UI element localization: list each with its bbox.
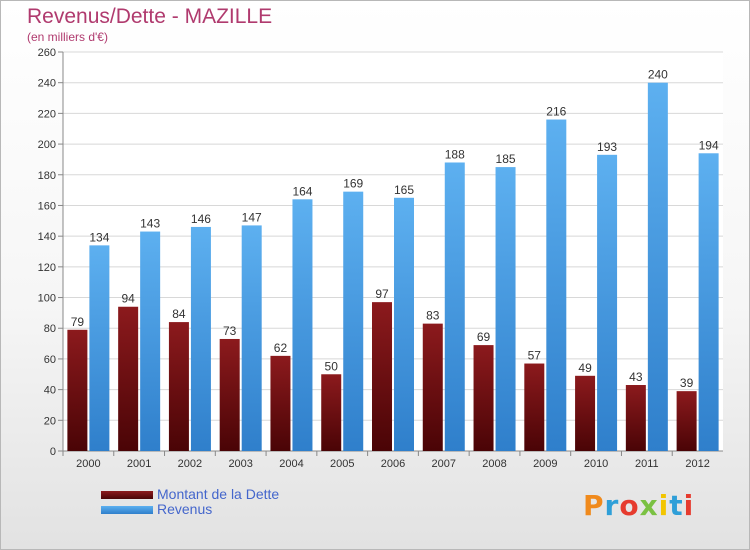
- data-label-dette: 94: [121, 292, 135, 306]
- bar-revenus: [190, 226, 211, 451]
- bar-dette: [219, 338, 240, 451]
- y-tick-label: 40: [44, 385, 56, 397]
- logo-letter: x: [639, 489, 659, 522]
- bar-revenus: [597, 154, 618, 452]
- bar-dette: [270, 355, 291, 451]
- legend-label-revenus: Revenus: [157, 501, 213, 517]
- data-label-revenus: 185: [496, 152, 516, 166]
- bar-dette: [524, 363, 545, 451]
- data-label-dette: 73: [223, 324, 237, 338]
- logo-letter: t: [669, 489, 684, 522]
- data-label-dette: 39: [680, 376, 694, 390]
- x-tick-label: 2004: [279, 458, 303, 470]
- bar-revenus: [394, 197, 414, 451]
- y-tick-label: 240: [38, 78, 56, 90]
- logo-letter: i: [683, 489, 695, 522]
- bar-dette: [473, 345, 494, 451]
- x-tick-label: 2007: [432, 458, 456, 470]
- data-label-dette: 49: [578, 361, 592, 375]
- data-label-revenus: 194: [699, 138, 719, 152]
- data-label-revenus: 147: [242, 210, 262, 224]
- data-label-dette: 43: [629, 370, 643, 384]
- bar-revenus: [495, 167, 516, 451]
- bar-revenus: [140, 231, 161, 451]
- data-label-revenus: 134: [89, 230, 109, 244]
- legend-swatch-revenus: [101, 506, 153, 514]
- data-label-revenus: 165: [394, 183, 414, 197]
- bar-revenus: [241, 225, 262, 451]
- x-tick-label: 2010: [584, 458, 608, 470]
- logo-letter: P: [583, 489, 605, 522]
- bar-dette: [422, 323, 443, 451]
- bar-dette: [168, 322, 189, 451]
- bar-revenus: [546, 119, 567, 452]
- data-label-dette: 50: [325, 359, 339, 373]
- y-tick-label: 120: [38, 262, 56, 274]
- y-tick-label: 220: [38, 108, 56, 120]
- bar-dette: [625, 385, 646, 451]
- data-label-revenus: 188: [445, 147, 465, 161]
- x-tick-label: 2003: [228, 458, 252, 470]
- x-tick-label: 2005: [330, 458, 354, 470]
- bar-revenus: [343, 191, 364, 451]
- data-label-revenus: 240: [648, 68, 668, 82]
- bar-revenus: [444, 162, 465, 451]
- bar-revenus: [89, 245, 110, 451]
- bar-dette: [118, 306, 139, 451]
- data-label-dette: 57: [528, 349, 542, 363]
- data-label-dette: 97: [375, 287, 389, 301]
- y-tick-label: 100: [38, 293, 56, 305]
- y-tick-label: 200: [38, 139, 56, 151]
- bar-chart: 0 20 40 60 80 100 120 140 160 180 200 220 240 260 2000…: [38, 47, 723, 470]
- logo-letter: r: [604, 489, 620, 522]
- chart-title: Revenus/Dette - MAZILLE: [27, 5, 273, 28]
- bar-dette: [67, 329, 88, 451]
- data-label-revenus: 169: [343, 177, 363, 191]
- data-label-revenus: 146: [191, 212, 211, 226]
- chart-subtitle: (en milliers d'€): [27, 30, 108, 44]
- y-tick-label: 260: [38, 47, 56, 59]
- legend-swatch-dette: [101, 491, 153, 499]
- y-tick-label: 0: [50, 446, 56, 458]
- y-tick-label: 20: [44, 415, 56, 427]
- data-label-dette: 84: [172, 307, 186, 321]
- x-tick-label: 2011: [635, 458, 659, 470]
- x-tick-label: 2006: [381, 458, 405, 470]
- x-tick-label: 2001: [127, 458, 151, 470]
- y-tick-label: 80: [44, 323, 56, 335]
- y-tick-label: 160: [38, 200, 56, 212]
- bar-dette: [676, 391, 697, 451]
- bar-dette: [321, 374, 342, 451]
- data-label-revenus: 216: [546, 105, 566, 119]
- y-tick-label: 140: [38, 231, 56, 243]
- data-label-dette: 62: [274, 341, 288, 355]
- x-tick-label: 2002: [178, 458, 202, 470]
- data-label-revenus: 143: [140, 217, 160, 231]
- data-label-dette: 83: [426, 309, 440, 323]
- logo-letter: i: [658, 489, 670, 522]
- data-label-dette: 79: [71, 315, 85, 329]
- y-tick-label: 60: [44, 354, 56, 366]
- y-tick-label: 180: [38, 170, 56, 182]
- x-tick-label: 2009: [533, 458, 557, 470]
- bar-dette: [575, 375, 596, 451]
- bar-revenus: [647, 82, 668, 451]
- legend-label-dette: Montant de la Dette: [157, 486, 280, 502]
- proxiti-logo: Proxiti: [583, 489, 694, 522]
- bar-revenus: [698, 153, 719, 452]
- plot-area: [63, 52, 723, 451]
- x-tick-label: 2012: [685, 458, 709, 470]
- logo-letter: o: [619, 489, 640, 522]
- data-label-revenus: 164: [292, 184, 312, 198]
- bar-revenus: [292, 199, 313, 451]
- data-label-dette: 69: [477, 330, 491, 344]
- data-label-revenus: 193: [597, 140, 617, 154]
- bar-dette: [372, 302, 392, 451]
- x-tick-label: 2000: [76, 458, 100, 470]
- x-tick-label: 2008: [482, 458, 506, 470]
